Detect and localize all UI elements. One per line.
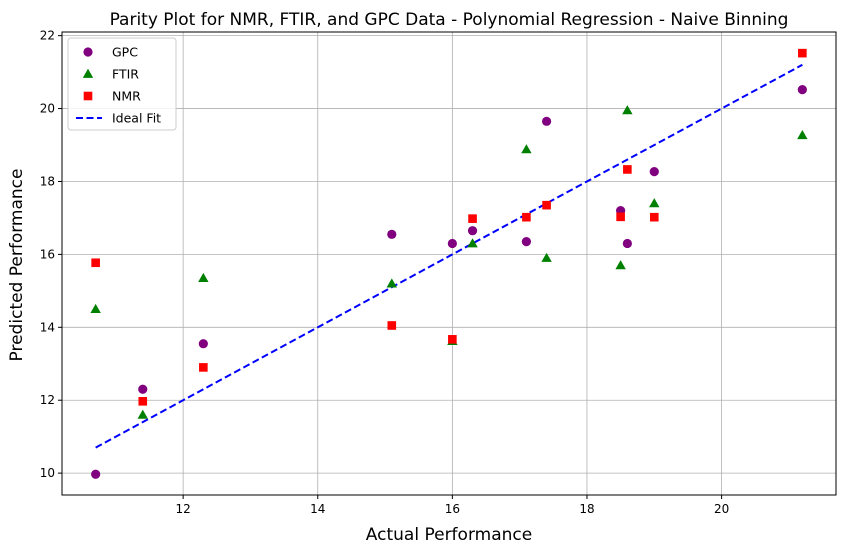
y-tick-label: 18 [40, 174, 55, 188]
x-axis-label: Actual Performance [366, 525, 532, 545]
nmr-point [387, 321, 397, 330]
legend-item-ftir: FTIR [82, 67, 139, 82]
x-tick-label: 16 [445, 502, 460, 516]
nmr-point [468, 214, 477, 223]
ftir-point [198, 272, 209, 282]
y-tick-label: 10 [40, 466, 55, 480]
y-tick-label: 12 [40, 393, 55, 407]
legend-item-ideal-fit: Ideal Fit [76, 111, 161, 126]
chart-title: Parity Plot for NMR, FTIR, and GPC Data … [110, 10, 789, 30]
nmr-point [91, 258, 100, 268]
nmr-point [199, 363, 208, 372]
series-ftir [90, 105, 808, 419]
legend-marker-swatch [83, 47, 93, 57]
gpc-point [91, 469, 101, 479]
legend-label: GPC [112, 45, 138, 60]
gpc-point [447, 238, 457, 249]
legend-box [67, 37, 177, 131]
data-points-layer [90, 48, 808, 479]
ftir-point [521, 144, 532, 154]
ftir-point [386, 278, 397, 288]
y-axis-ticks: 10 12 14 16 18 20 22 [40, 29, 62, 480]
legend-item-nmr: NMR [83, 89, 141, 104]
nmr-point [649, 212, 659, 222]
legend-label: Ideal Fit [112, 111, 161, 126]
gpc-point [797, 85, 807, 95]
grid-lines [62, 32, 836, 495]
legend-label: FTIR [112, 67, 139, 82]
y-tick-label: 20 [40, 102, 55, 116]
x-tick-label: 14 [310, 502, 325, 516]
ftir-point [649, 198, 660, 208]
y-axis-label: Predicted Performance [7, 169, 27, 362]
gpc-point [622, 238, 632, 249]
gpc-point [138, 384, 148, 394]
ftir-point [797, 129, 808, 140]
nmr-point [522, 212, 531, 222]
ftir-point [615, 260, 626, 270]
ftir-point [622, 105, 633, 115]
ideal-fit-line [95, 63, 803, 449]
y-tick-label: 14 [40, 320, 55, 334]
ideal-fit-layer [95, 63, 803, 449]
gpc-point [541, 116, 552, 126]
legend-marker-swatch [82, 68, 94, 78]
legend-marker-swatch [83, 91, 93, 101]
ftir-point [541, 252, 552, 262]
nmr-point [448, 335, 457, 344]
legend-label: NMR [112, 89, 141, 104]
gpc-point [198, 339, 208, 349]
nmr-point [798, 48, 807, 58]
x-tick-label: 20 [714, 502, 729, 516]
ftir-point [467, 238, 478, 248]
x-axis-ticks: 12 14 16 18 20 [176, 495, 729, 516]
x-tick-label: 18 [579, 502, 594, 516]
series-nmr [91, 48, 807, 406]
nmr-point [542, 200, 551, 210]
y-tick-label: 22 [40, 29, 55, 43]
plot-area-frame [61, 31, 837, 496]
gpc-point [649, 167, 659, 177]
y-tick-label: 16 [40, 247, 55, 261]
gpc-point [387, 229, 397, 239]
gpc-point [467, 226, 478, 236]
chart-legend: GPC FTIR NMR Ideal Fit [67, 37, 177, 131]
ftir-point [90, 303, 101, 313]
nmr-point [138, 397, 148, 406]
nmr-point [616, 212, 625, 222]
nmr-point [623, 165, 632, 174]
ftir-point [137, 409, 148, 419]
series-gpc [91, 85, 807, 479]
gpc-point [521, 237, 532, 247]
legend-item-gpc: GPC [83, 45, 138, 60]
x-tick-label: 12 [176, 502, 191, 516]
